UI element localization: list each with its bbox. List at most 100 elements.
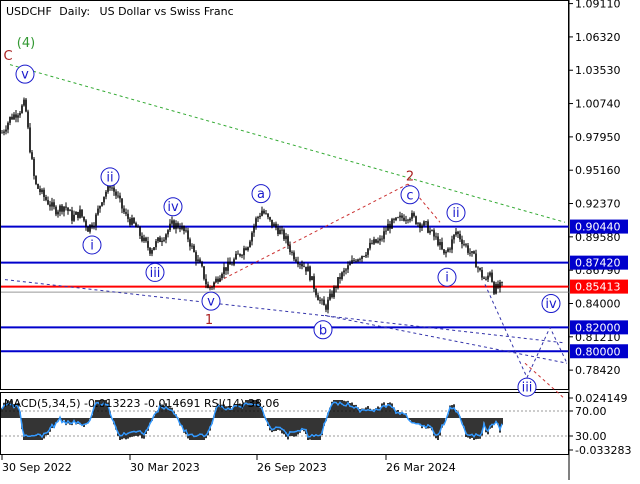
candle-body [277,227,279,235]
candle-body [181,226,183,230]
wave-label-circle [541,293,561,313]
candle-body [173,220,175,229]
candle-body [71,210,73,221]
candle-body [43,189,45,197]
candle-body [389,223,391,229]
candle-body [91,224,93,228]
candle-body [145,237,147,242]
candle-body [499,282,501,288]
candle-body [491,272,493,282]
candle-body [111,187,113,189]
candle-body [319,300,321,302]
candle-body [201,262,203,267]
candle-body [331,293,333,298]
candle-body [471,251,473,253]
wave-label-circle [82,235,102,255]
candle-body [121,198,123,209]
candle-body [125,212,127,214]
candle-body [237,253,239,255]
wave-label: iii [522,381,533,396]
candle-body [27,111,29,128]
wave-label-circle [251,184,271,204]
candle-body [231,264,233,266]
candle-body [459,233,461,240]
candle-body [493,281,495,294]
candle-body [187,230,189,240]
candle-body [1,132,3,134]
candle-body [323,299,325,306]
header-timeframe: Daily: [59,5,90,18]
wave-label: v [207,295,215,310]
candle-body [385,230,387,232]
candle-body [47,200,49,205]
candle-body [75,211,77,215]
candle-body [209,287,211,289]
wave-label: i [90,238,94,253]
candle-body [165,234,167,240]
trend-lines [4,64,568,400]
wave-label: iv [545,297,557,312]
candle-body [179,227,181,230]
candle-body [69,210,71,212]
candle-body [429,230,431,233]
candle-body [451,239,453,250]
candle-body [347,265,349,270]
candle-body [7,122,9,130]
candle-body [143,237,145,241]
trend-line-blue [324,314,568,364]
trend-line-blue [4,279,566,344]
candle-body [157,237,159,242]
candle-body [371,242,373,244]
candle-body [439,242,441,246]
wave-label-circle [100,167,120,187]
candle-body [169,223,171,231]
candles [1,97,503,314]
candle-body [425,221,427,223]
candle-body [151,250,153,254]
candle-body [263,210,265,214]
price-tick-label: 0.89580 [575,231,621,244]
candle-body [117,195,119,197]
candle-body [379,238,381,241]
candle-body [9,116,11,123]
candle-body [417,223,419,225]
candle-body [213,282,215,287]
candle-body [99,205,101,209]
candle-body [485,278,487,280]
price-box-label: 0.82000 [575,321,621,334]
candle-body [249,241,251,248]
candle-body [149,247,151,254]
candle-body [357,259,359,262]
trend-line-red [207,183,409,288]
indicator-tick-label: 70.00 [575,405,607,418]
candle-body [103,196,105,203]
candle-body [189,239,191,247]
candle-body [315,289,317,296]
candle-body [447,248,449,252]
candle-body [261,210,263,216]
candle-body [67,207,69,211]
candle-body [465,244,467,246]
indicator-title: MACD(5,34,5) -0.013223 -0.014691 RSI(14)… [4,397,279,410]
candle-body [301,264,303,267]
candle-body [453,234,455,240]
candle-body [171,220,173,224]
candle-body [37,184,39,189]
candle-body [449,248,451,250]
candle-body [203,266,205,279]
candle-body [353,260,355,261]
price-tick-label: 0.92370 [575,198,621,211]
candle-body [303,266,305,268]
candle-body [295,259,297,262]
candle-body [329,293,331,300]
candle-body [153,247,155,251]
candle-body [481,269,483,278]
candle-body [141,235,143,241]
candle-body [41,189,43,193]
candle-body [61,205,63,212]
candle-body [307,266,309,272]
candle-body [267,213,269,218]
candle-body [235,253,237,260]
wave-label: (4) [17,36,35,51]
